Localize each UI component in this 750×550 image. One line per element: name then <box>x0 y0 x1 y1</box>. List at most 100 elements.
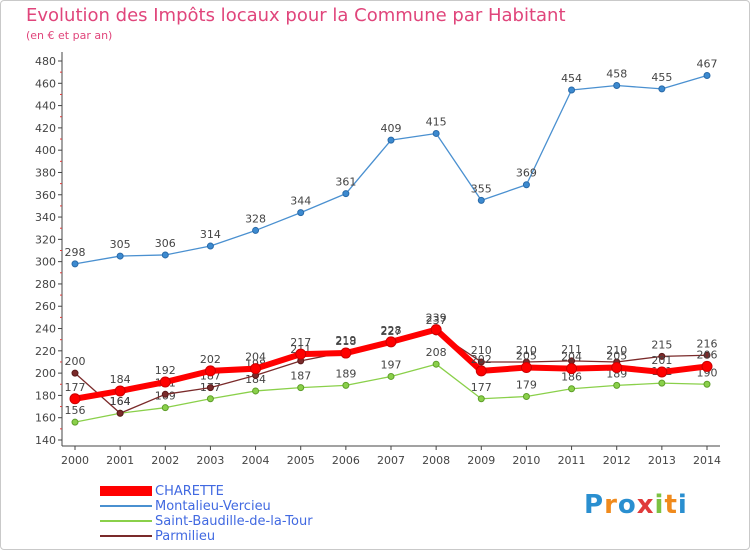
data-label-montalieu-vercieu: 328 <box>245 212 266 225</box>
data-label-charette: 205 <box>516 350 537 363</box>
data-label-charette: 202 <box>471 353 492 366</box>
legend-label: Saint-Baudille-de-la-Tour <box>155 514 313 529</box>
data-point-montalieu-vercieu <box>387 136 395 144</box>
data-label-montalieu-vercieu: 415 <box>426 115 447 128</box>
legend-swatch <box>100 486 152 496</box>
data-label-parmilieu: 210 <box>606 344 627 357</box>
data-point-charette <box>385 336 397 348</box>
legend-swatch <box>100 520 152 522</box>
data-point-charette <box>520 362 532 374</box>
data-point-charette <box>250 363 262 375</box>
data-label-saint-baudille-de-la-tour: 156 <box>65 404 86 417</box>
legend-item: Montalieu-Vercieu <box>100 499 400 514</box>
data-label-saint-baudille-de-la-tour: 197 <box>381 358 402 371</box>
y-tick-label: 140 <box>35 434 56 447</box>
data-point-saint-baudille-de-la-tour <box>206 395 214 403</box>
data-point-parmilieu <box>703 351 711 359</box>
data-point-montalieu-vercieu <box>658 85 666 93</box>
data-point-saint-baudille-de-la-tour <box>613 381 621 389</box>
y-tick-label: 320 <box>35 233 56 246</box>
legend-item: CHARETTE <box>100 484 400 499</box>
data-label-charette: 204 <box>561 351 582 364</box>
data-point-parmilieu <box>116 409 124 417</box>
y-tick-label: 200 <box>35 367 56 380</box>
chart-title: Evolution des Impôts locaux pour la Comm… <box>26 5 566 26</box>
data-point-saint-baudille-de-la-tour <box>342 381 350 389</box>
logo-letter: x <box>636 490 655 520</box>
data-label-montalieu-vercieu: 409 <box>381 122 402 135</box>
data-label-charette: 217 <box>290 336 311 349</box>
x-tick-label: 2003 <box>196 454 224 467</box>
legend-swatch <box>100 505 152 507</box>
data-point-parmilieu <box>161 390 169 398</box>
data-label-montalieu-vercieu: 458 <box>606 68 627 81</box>
x-tick-label: 2013 <box>648 454 676 467</box>
x-tick-label: 2004 <box>242 454 270 467</box>
data-point-montalieu-vercieu <box>432 129 440 137</box>
data-label-charette: 202 <box>200 353 221 366</box>
y-tick-label: 440 <box>35 100 56 113</box>
data-point-charette <box>430 324 442 336</box>
data-label-montalieu-vercieu: 369 <box>516 167 537 180</box>
data-point-saint-baudille-de-la-tour <box>432 360 440 368</box>
data-label-montalieu-vercieu: 306 <box>155 237 176 250</box>
y-tick-label: 160 <box>35 412 56 425</box>
logo-letter: i <box>654 490 665 520</box>
data-label-saint-baudille-de-la-tour: 187 <box>290 370 311 383</box>
logo-letter: r <box>604 490 618 520</box>
series-line-montalieu-vercieu <box>74 74 708 265</box>
data-label-charette: 239 <box>426 312 447 325</box>
data-label-parmilieu: 210 <box>516 344 537 357</box>
x-tick-label: 2006 <box>332 454 360 467</box>
legend-label: CHARETTE <box>155 484 224 499</box>
logo-letter: o <box>617 490 637 520</box>
data-point-charette <box>69 393 81 405</box>
data-label-charette: 201 <box>651 354 672 367</box>
data-label-saint-baudille-de-la-tour: 189 <box>335 367 356 380</box>
data-label-montalieu-vercieu: 455 <box>651 71 672 84</box>
data-point-charette <box>159 376 171 388</box>
data-point-parmilieu <box>206 384 214 392</box>
legend-item: Parmilieu <box>100 529 400 544</box>
data-label-montalieu-vercieu: 355 <box>471 182 492 195</box>
x-tick-label: 2010 <box>512 454 540 467</box>
data-label-charette: 228 <box>381 324 402 337</box>
data-label-parmilieu: 210 <box>471 344 492 357</box>
data-label-parmilieu: 211 <box>561 343 582 356</box>
data-point-saint-baudille-de-la-tour <box>568 385 576 393</box>
data-label-montalieu-vercieu: 314 <box>200 228 221 241</box>
line-chart: 140 160 180 200 220 240 260 280 300 320 340 360 380 4… <box>35 52 721 467</box>
data-label-charette: 206 <box>697 348 718 361</box>
data-point-parmilieu <box>658 352 666 360</box>
data-point-montalieu-vercieu <box>703 71 711 79</box>
data-point-saint-baudille-de-la-tour <box>252 387 260 395</box>
data-point-saint-baudille-de-la-tour <box>522 393 530 401</box>
data-label-montalieu-vercieu: 305 <box>110 238 131 251</box>
data-label-montalieu-vercieu: 454 <box>561 72 582 85</box>
y-tick-label: 340 <box>35 211 56 224</box>
x-tick-label: 2001 <box>106 454 134 467</box>
data-label-saint-baudille-de-la-tour: 177 <box>471 381 492 394</box>
data-label-saint-baudille-de-la-tour: 164 <box>110 395 131 408</box>
x-tick-label: 2012 <box>603 454 631 467</box>
chart-subtitle: (en € et par an) <box>26 29 113 42</box>
y-tick-label: 420 <box>35 122 56 135</box>
legend-label: Montalieu-Vercieu <box>155 499 271 514</box>
y-tick-label: 480 <box>35 55 56 68</box>
data-label-charette: 177 <box>65 381 86 394</box>
data-label-parmilieu: 215 <box>651 338 672 351</box>
data-point-montalieu-vercieu <box>206 242 214 250</box>
data-point-montalieu-vercieu <box>252 226 260 234</box>
data-point-saint-baudille-de-la-tour <box>297 384 305 392</box>
data-label-montalieu-vercieu: 344 <box>290 195 311 208</box>
y-tick-label: 360 <box>35 189 56 202</box>
data-label-charette: 192 <box>155 364 176 377</box>
data-point-charette <box>611 362 623 374</box>
data-point-montalieu-vercieu <box>116 252 124 260</box>
x-tick-label: 2005 <box>287 454 315 467</box>
y-tick-label: 300 <box>35 256 56 269</box>
data-label-montalieu-vercieu: 298 <box>65 246 86 259</box>
x-tick-label: 2000 <box>61 454 89 467</box>
data-point-saint-baudille-de-la-tour <box>477 395 485 403</box>
data-point-montalieu-vercieu <box>71 260 79 268</box>
